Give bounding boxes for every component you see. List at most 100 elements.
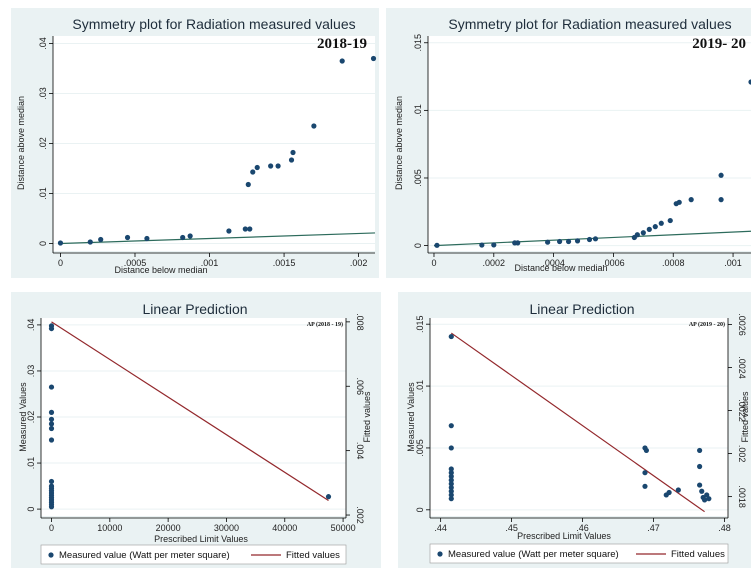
fitted-line — [450, 332, 705, 513]
data-point — [48, 437, 55, 443]
data-point — [448, 423, 454, 429]
data-point — [144, 235, 150, 242]
x-tick-label: .44 — [434, 523, 447, 533]
x-tick-label: .0008 — [662, 258, 685, 268]
data-point — [48, 416, 55, 422]
x-tick-label: .46 — [576, 523, 589, 533]
symmetry-chart-2019-20-svg: 0 .005 .01 .015 0 .0002 .0004 .0006 .0008 .001 Sy… — [394, 16, 751, 273]
x-tick-label: .001 — [201, 258, 219, 268]
data-point — [268, 163, 274, 169]
x-axis-label: Distance below median — [114, 265, 207, 275]
symmetry-plot-2018-19: 0 .01 .02 .03 .04 0 .0005 .001 .0015 .002 Symmetr… — [11, 8, 379, 278]
x-tick-label: 30000 — [214, 523, 239, 533]
fitted-line — [51, 321, 329, 502]
data-point — [370, 55, 377, 62]
data-point — [491, 242, 497, 248]
y-tick-label: .03 — [38, 87, 48, 100]
x-tick-label: .48 — [718, 523, 731, 533]
data-point — [448, 496, 454, 502]
data-point — [642, 483, 648, 489]
y-tick-label: .01 — [26, 457, 36, 470]
y2-tick-label: .008 — [355, 313, 365, 331]
y-axis-label: Distance above median — [16, 96, 26, 190]
data-point — [448, 484, 454, 491]
y-tick-label: 0 — [38, 241, 48, 246]
data-point — [448, 492, 454, 498]
legend-marker-measured — [48, 552, 54, 558]
linear-prediction-2018-19: 0 .01 .02 .03 .04 0 10000 20000 30000 40000 50000.… — [11, 292, 381, 568]
legend-box — [429, 543, 729, 564]
data-point — [448, 473, 454, 479]
data-point — [448, 333, 454, 340]
x-axis-label: Distance below median — [514, 263, 607, 273]
y-tick-label: .01 — [413, 104, 423, 117]
data-point — [48, 478, 55, 485]
legend-box — [40, 544, 347, 565]
legend: Measured value (Watt per meter square) F… — [429, 543, 729, 564]
y2-tick-label: .002 — [355, 506, 365, 524]
data-point — [311, 123, 317, 129]
data-point — [325, 494, 332, 500]
data-point — [666, 489, 672, 496]
data-point — [434, 242, 440, 248]
x-tick-label: 0 — [58, 258, 63, 268]
y2-axis-label: Fitted values — [740, 391, 750, 443]
y-tick-label: .005 — [415, 439, 425, 457]
data-point — [706, 496, 712, 502]
data-point — [748, 79, 751, 85]
linear-prediction-2019-20-svg: 0 .005 .01 .015 .44 .45 .46 .47 .48 .0018 .002 .002… — [406, 301, 750, 564]
chart-title: Symmetry plot for Radiation measured val… — [448, 16, 731, 32]
data-point — [339, 58, 345, 64]
data-point — [448, 466, 454, 472]
data-point — [448, 481, 454, 487]
data-point — [658, 220, 664, 226]
y-tick-label: 0 — [413, 243, 423, 248]
legend: Measured value (Watt per meter square) F… — [40, 544, 347, 565]
y-tick-label: .015 — [415, 315, 425, 333]
data-point — [697, 482, 703, 488]
linear-prediction-2019-20: 0 .005 .01 .015 .44 .45 .46 .47 .48 .0018 .002 .002… — [398, 292, 751, 568]
x-tick-label: 50000 — [331, 523, 356, 533]
x-tick-label: 0 — [431, 258, 436, 268]
data-point — [275, 163, 281, 169]
y-tick-label: .04 — [26, 319, 36, 332]
data-point — [697, 447, 703, 454]
y-tick-label: .01 — [415, 380, 425, 393]
year-annotation: 2019- 20 — [692, 36, 746, 52]
data-point — [718, 172, 724, 178]
legend-marker-measured — [437, 551, 443, 557]
y2-tick-label: .0022 — [737, 399, 747, 422]
y2-tick-label: .004 — [355, 442, 365, 460]
plot-area — [430, 318, 728, 516]
y-tick-label: .005 — [413, 169, 423, 187]
data-point — [180, 234, 186, 241]
data-point — [57, 240, 64, 246]
data-point — [652, 224, 658, 230]
symmetry-chart-2018-19-svg: 0 .01 .02 .03 .04 0 .0005 .001 .0015 .002 Symmetr… — [16, 16, 377, 275]
data-point — [87, 239, 93, 245]
data-point — [515, 240, 521, 246]
data-point — [48, 384, 55, 390]
x-tick-label: .45 — [505, 523, 518, 533]
data-point — [545, 239, 551, 245]
data-point — [448, 470, 454, 476]
x-axis-label: Prescribed Limit Values — [517, 531, 611, 541]
y-tick-label: .01 — [38, 187, 48, 200]
x-tick-label: 0 — [49, 523, 54, 533]
x-tick-label: .002 — [350, 258, 368, 268]
x-axis-label: Prescribed Limit Values — [154, 534, 248, 544]
data-point — [642, 470, 648, 476]
data-point — [646, 226, 652, 232]
data-point — [718, 197, 724, 203]
legend-label-measured: Measured value (Watt per meter square) — [59, 550, 230, 561]
symmetry-reference-line — [60, 232, 376, 245]
data-point — [290, 149, 296, 156]
y-tick-label: 0 — [415, 507, 425, 512]
data-point — [187, 233, 193, 239]
x-tick-label: .0005 — [124, 258, 147, 268]
chart-title: Linear Prediction — [142, 301, 247, 317]
y-tick-label: .015 — [413, 34, 423, 52]
data-point — [479, 242, 485, 248]
y2-tick-label: .0026 — [737, 313, 747, 336]
y2-axis-label: Fitted values — [362, 391, 372, 443]
